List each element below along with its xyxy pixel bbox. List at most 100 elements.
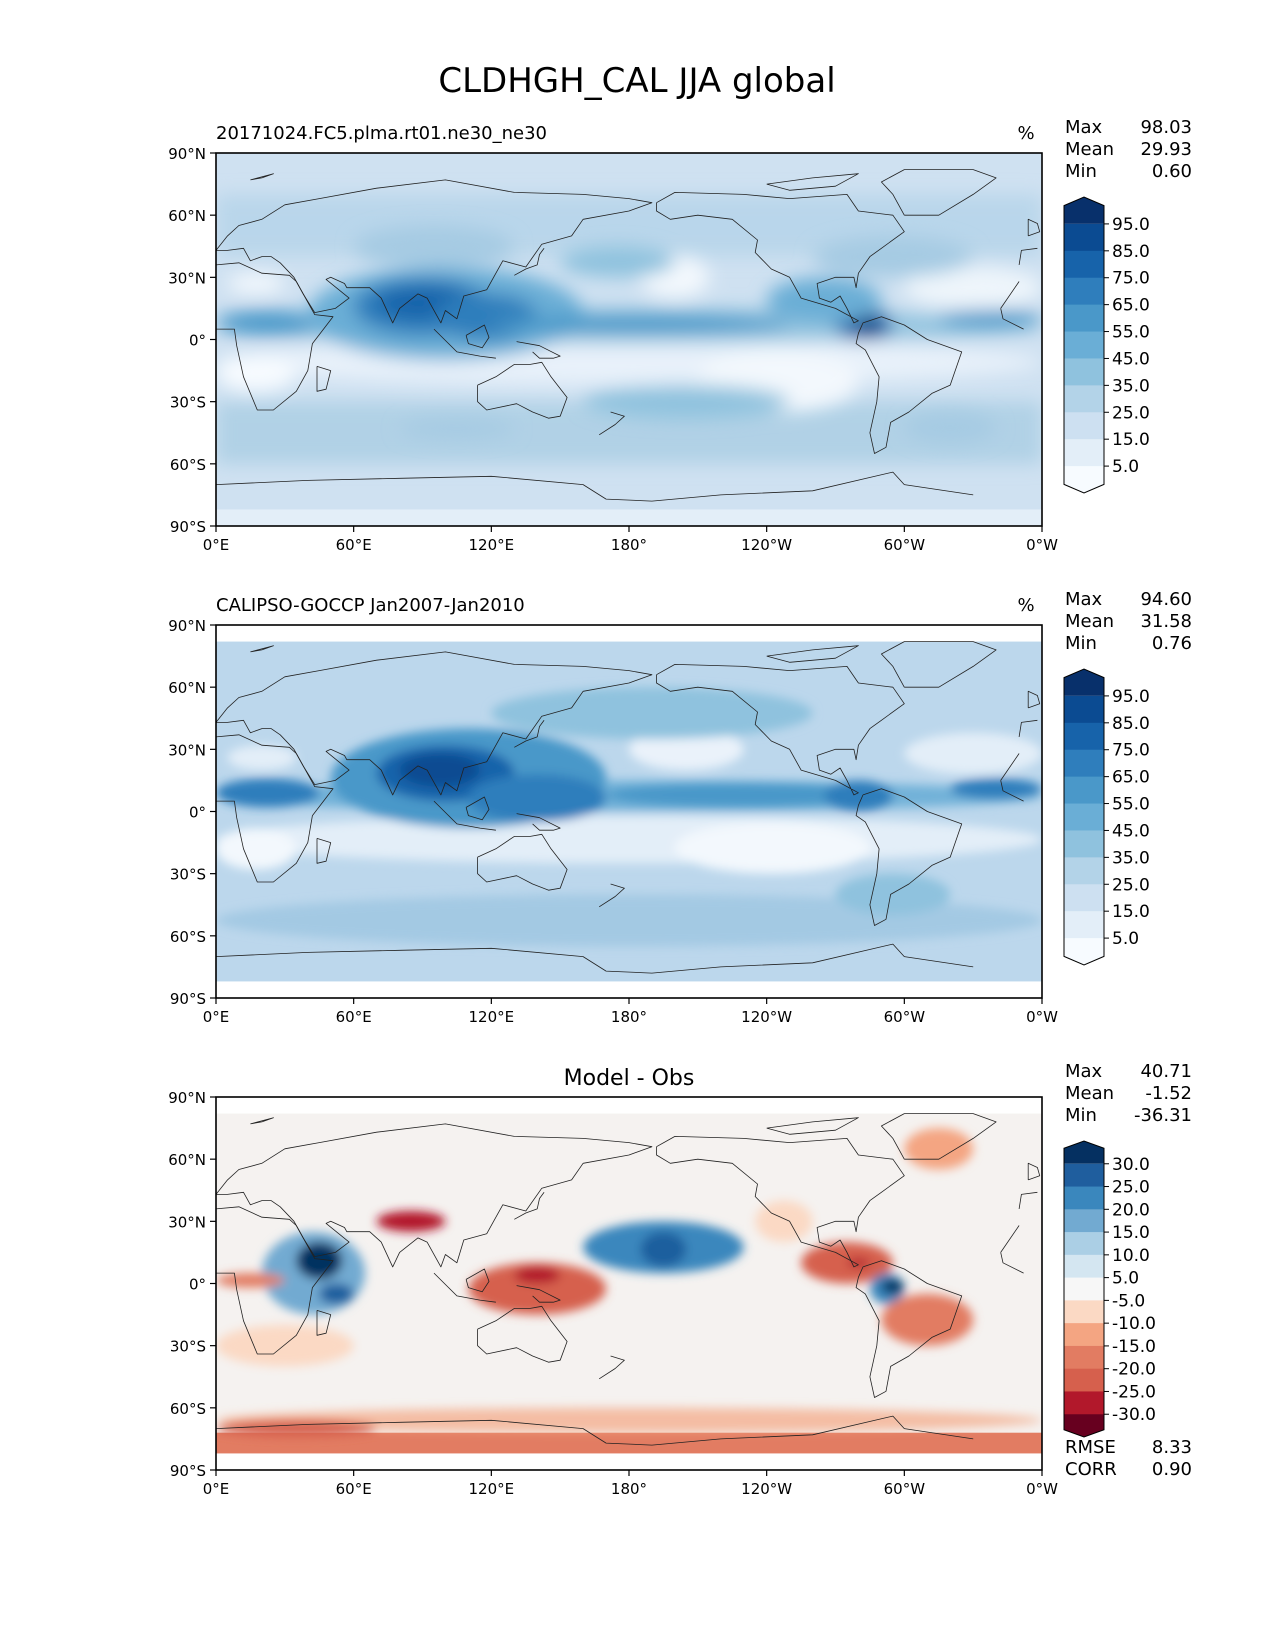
map-field [216,1097,1042,1470]
coastline [855,788,963,926]
stat-label: Mean [1065,611,1114,632]
stat-value: 0.76 [1152,633,1192,654]
lat-tick-label: 0° [189,804,206,822]
coastline [216,1415,974,1446]
colorbar-tick-label: -15.0 [1112,1337,1156,1357]
colorbar-segment [1064,1209,1104,1233]
colorbar-segment [1064,695,1104,724]
coastline [514,1192,545,1220]
lon-tick-label: 60°W [884,1480,926,1498]
coastline [216,262,1024,411]
field-blob [881,1293,974,1346]
field-blob [319,1283,354,1305]
colorbar-segment [1064,358,1104,386]
field-blob [227,745,297,771]
stat-value: 98.03 [1140,117,1192,138]
coastline [516,813,561,831]
colorbar-tick-label: 25.0 [1112,1178,1150,1198]
colorbar-segment [1064,1186,1104,1210]
colorbar-extend-bottom [1064,466,1104,493]
colorbar-segment [1064,1323,1104,1347]
longitude-axis: 0°E 60°E 120°E 180° 120°W 60°W 0°W [203,1470,1058,1498]
field-blob [881,1279,905,1294]
coastline [216,471,974,502]
lat-tick-label: 30°S [170,866,206,884]
stat-label: Mean [1065,1083,1114,1104]
colorbar-tick-label: 65.0 [1112,768,1150,788]
colorbar-tick-label: 25.0 [1112,875,1150,895]
coastline [465,1268,490,1293]
coastline [216,943,974,974]
lat-tick-label: 30°N [168,741,206,759]
coastline [766,173,859,191]
field-blob [824,780,893,812]
colorbar-tick-label: 85.0 [1112,714,1150,734]
colorbar-segment [1064,1368,1104,1392]
lat-tick-label: 30°S [170,1338,206,1356]
coastline [855,316,963,454]
lat-tick-label: 30°S [170,394,206,412]
colorbar-segment [1064,857,1104,885]
colorbar-extend-bottom [1064,938,1104,965]
metric-value: 8.33 [1152,1437,1192,1458]
colorbar-tick-label: -10.0 [1112,1314,1156,1334]
field-blob [376,1210,446,1232]
field-blob [433,293,538,340]
coastline [514,248,545,276]
field-blob [835,873,951,916]
lon-tick-label: 180° [611,536,647,554]
lon-tick-label: 0°W [1026,1008,1058,1026]
coastline [516,1285,561,1303]
stat-label: Min [1065,1105,1097,1126]
stat-label: Max [1065,1061,1103,1082]
colorbar-outline [1063,196,1105,494]
lon-tick-label: 120°W [741,1008,792,1026]
coastline [316,838,332,864]
coastline [216,734,1024,883]
coastline [598,883,625,908]
colorbar-segment [1064,223,1104,252]
colorbar-tick-label: -25.0 [1112,1382,1156,1402]
coastline [1027,1162,1041,1181]
field-blob [812,235,974,278]
field-blob [674,821,870,874]
colorbar-extend-top [1064,669,1104,696]
coastline [433,328,496,359]
field-blob [629,728,744,771]
field-blob [583,385,790,419]
colorbar-tick-label: 15.0 [1112,430,1150,450]
field-blob [216,1407,1042,1433]
lon-tick-label: 60°E [336,1008,372,1026]
colorbar-segment [1064,277,1104,306]
lon-tick-label: 60°E [336,1480,372,1498]
coastline [656,664,905,796]
colorbar-extend-top [1064,197,1104,224]
colorbar-tick-label: 65.0 [1112,296,1150,316]
coastline [216,179,653,324]
coastlines [216,169,1041,502]
colorbar-tick-label: 35.0 [1112,376,1150,396]
colorbar-tick-label: 5.0 [1112,1269,1139,1289]
colorbar-extend-top [1064,1141,1104,1164]
stat-label: Min [1065,161,1097,182]
colorbar-segment [1064,412,1104,440]
colorbar-segment [1064,911,1104,939]
coastline [216,1123,653,1268]
lon-tick-label: 180° [611,1008,647,1026]
colorbar-segment [1064,1277,1104,1301]
field-blob [491,687,813,739]
coastline [656,1136,905,1268]
panel-left-title: CALIPSO-GOCCP Jan2007-Jan2010 [216,595,525,616]
lat-tick-label: 90°N [168,1089,206,1107]
field-blob [216,1420,377,1437]
colorbar-segment [1064,1254,1104,1279]
stat-value: 94.60 [1140,589,1192,610]
coastline [881,169,997,216]
colorbar-tick-label: 10.0 [1112,1246,1150,1266]
field-blob [227,273,285,294]
colorbar-tick-label: -30.0 [1112,1405,1156,1425]
lat-tick-label: 60°N [168,679,206,697]
coastline [881,641,997,688]
coastline [216,1206,1024,1355]
colorbar-tick-label: 75.0 [1112,741,1150,761]
